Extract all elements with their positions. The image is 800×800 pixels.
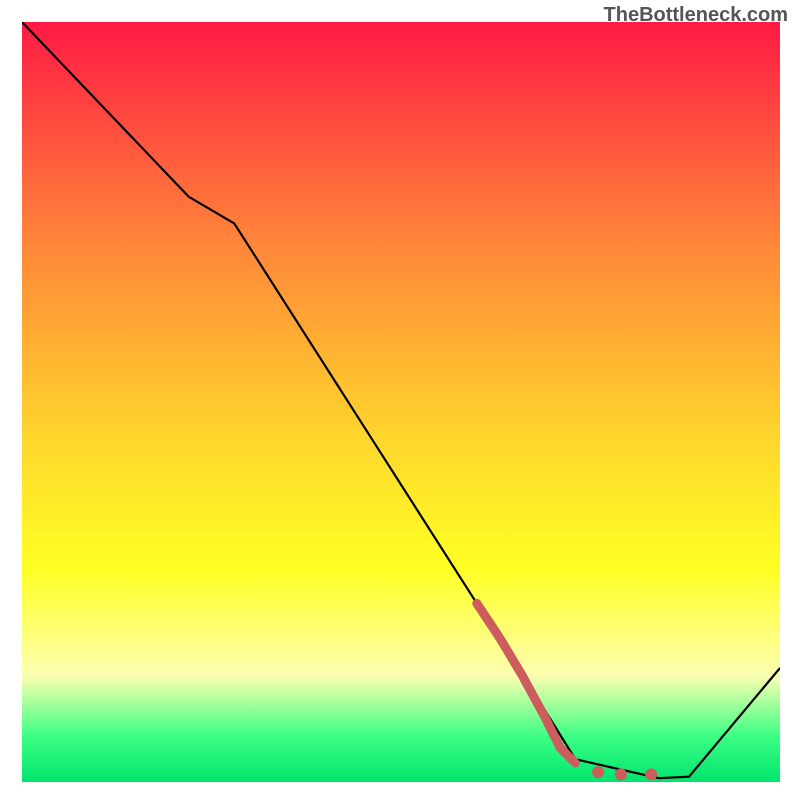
overlay-dot: [645, 768, 657, 780]
overlay-curve: [477, 603, 576, 763]
overlay-dot: [592, 766, 604, 778]
watermark-text: TheBottleneck.com: [604, 4, 788, 27]
plot-area: [22, 22, 780, 782]
overlay-dots-group: [592, 766, 657, 780]
main-curve: [22, 22, 780, 778]
curves-layer: [22, 22, 780, 782]
overlay-dot: [615, 768, 627, 780]
chart-container: TheBottleneck.com: [0, 0, 800, 800]
